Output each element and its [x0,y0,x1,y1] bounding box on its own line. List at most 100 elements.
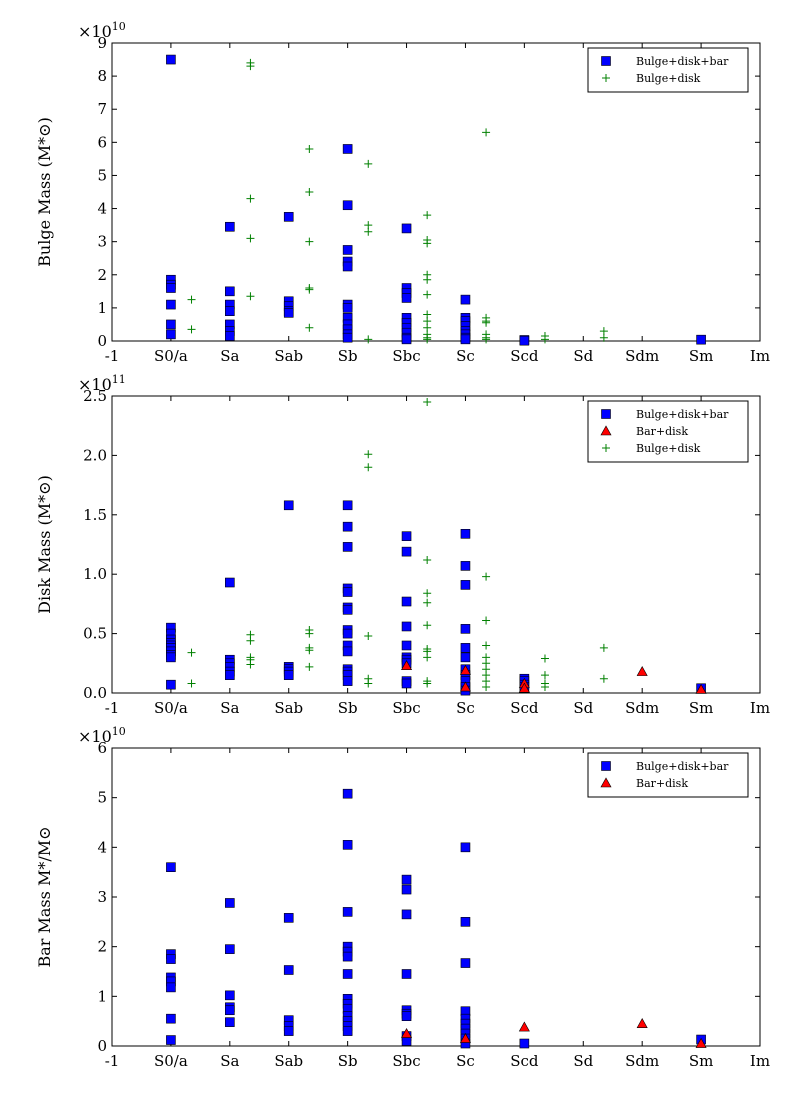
data-point [423,589,432,598]
data-point [540,335,549,344]
data-point [482,616,491,625]
panel-bulge-mass: -1 S0/a Sa Sab Sb Sbc Sc Scd Sd Sdm Sm Im 0 1 2 3 4 5 6 7 8 9… [35,20,770,365]
data-point [246,636,255,645]
data-point [401,909,412,920]
x-tick-label: Sb [338,347,358,365]
data-point [423,239,432,248]
legend: Bulge+disk+bar Bar+disk Bulge+disk [587,400,749,463]
data-point [283,1026,294,1036]
data-point [225,670,235,680]
series-bulge-disk-bar [166,500,706,696]
data-point [364,463,373,472]
data-point [364,450,373,459]
data-point [401,293,412,303]
data-point [246,234,255,243]
series-bulge-disk [187,58,608,344]
data-point [540,671,549,680]
data-point [460,652,471,663]
y-tick-label: 1.5 [83,506,107,524]
x-tick-label: -1 [105,347,120,365]
x-tick-label: Sbc [392,699,420,717]
data-point [423,621,432,630]
y-tick-label: 0 [97,332,107,350]
axes-frame [111,395,761,694]
data-point [283,913,294,923]
x-tick-label: Sd [573,699,593,717]
data-point [518,682,530,693]
data-point [166,283,176,293]
data-point [246,292,255,301]
data-point [187,325,196,334]
x-tick-label: Sb [338,699,358,717]
y-tick-label: 6 [97,133,107,151]
axis-multiplier: ×1010 [78,725,126,746]
data-point [519,335,530,346]
data-point [459,1032,471,1043]
x-tick-label: S0/a [154,347,188,365]
data-point [482,128,491,137]
y-tick-label: 5 [97,166,107,184]
data-point [423,598,432,607]
series-bar-disk [401,660,707,694]
legend-marker [601,761,611,771]
x-tick-label: Sd [573,347,593,365]
data-point [166,54,176,65]
y-tick-label: 5 [97,789,107,807]
data-point [166,1035,176,1045]
data-point [305,323,314,332]
legend-box [587,752,749,798]
axes-frame [111,42,761,342]
y-tick-label: 2.5 [83,387,107,405]
data-point [401,531,412,541]
x-tick-label: Sdm [625,347,659,365]
data-point [166,679,176,690]
data-point [482,318,491,327]
data-point [305,662,314,671]
legend-box [587,47,749,93]
data-point [460,529,471,539]
data-point [305,646,314,655]
x-tick-label: Im [750,1052,770,1070]
legend-marker [602,444,610,452]
data-point [225,577,235,588]
data-point [342,628,353,639]
legend-label: Bulge+disk [636,442,701,455]
data-point [364,335,373,344]
data-point [423,275,432,284]
data-point [342,969,353,979]
series-bulge-disk-bar [166,788,706,1049]
x-tick-label: Sab [274,347,303,365]
x-tick-label: Im [750,347,770,365]
legend-marker [600,425,612,436]
data-point [540,654,549,663]
data-point [166,1013,176,1024]
panel-bar-mass: -1 S0/a Sa Sab Sb Sbc Sc Scd Sd Sdm Sm Im 0 1 2 3 4 5 6×10… [35,725,770,1070]
x-tick-label: -1 [105,1052,120,1070]
data-point [305,285,314,294]
data-point [283,308,294,318]
data-point [460,643,471,653]
legend: Bulge+disk+bar Bulge+disk [587,47,749,93]
legend-marker [600,777,612,788]
data-point [696,334,706,345]
data-point [187,679,196,688]
y-tick-label: 3 [97,888,107,906]
y-tick-label: 2 [97,266,107,284]
data-point [518,1021,530,1032]
x-tick-label: Sab [274,699,303,717]
data-point [342,200,353,211]
data-point [482,683,491,692]
y-tick-label: 1.0 [83,565,107,583]
axis-multiplier: ×1011 [78,373,126,394]
x-tick-label: Sa [220,347,239,365]
data-point [342,332,353,343]
data-point [364,679,373,688]
data-point [599,643,608,652]
data-point [305,144,314,153]
data-point [364,631,373,640]
legend-label: Bulge+disk+bar [636,408,729,421]
data-point [423,335,432,344]
data-point [283,670,294,680]
data-point [423,290,432,299]
data-point [423,555,432,564]
